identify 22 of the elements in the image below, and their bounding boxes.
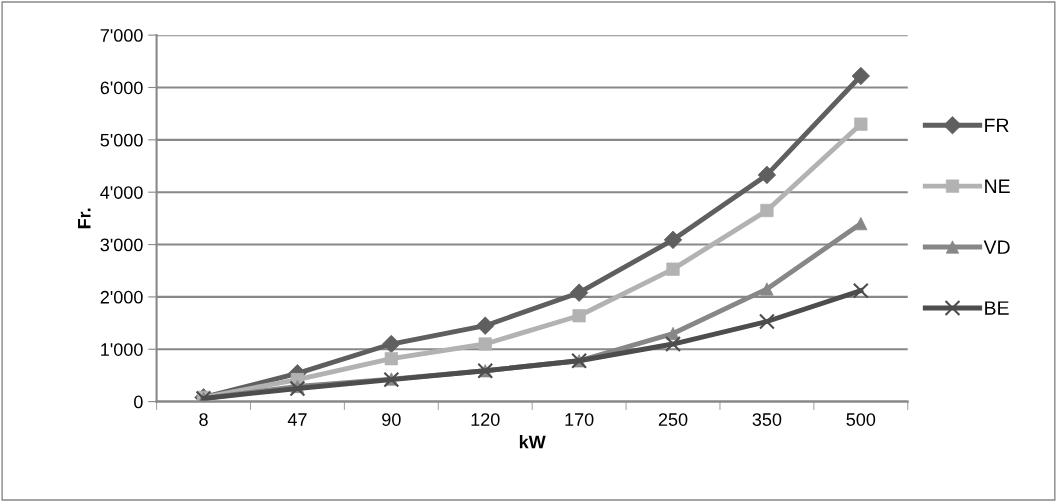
y-axis-title: Fr.	[78, 208, 91, 229]
x-tick-label: 350	[752, 413, 782, 426]
y-tick-label: 4'000	[100, 186, 143, 199]
y-tick-label: 1'000	[101, 343, 143, 356]
legend-label: NE	[985, 179, 1010, 193]
legend-label: BE	[985, 301, 1009, 315]
y-tick-label: 7'000	[100, 29, 143, 42]
y-tick-label: 0	[134, 395, 143, 409]
y-tick-label: 2'000	[100, 290, 143, 304]
x-tick-label: 90	[382, 413, 401, 426]
y-tick-label: 6'000	[100, 81, 143, 95]
x-tick-label: 250	[658, 413, 688, 426]
legend-label: FR	[985, 118, 1009, 133]
x-tick-label: 170	[565, 413, 594, 426]
legend-label: VD	[983, 240, 1010, 254]
x-tick-label: 500	[846, 413, 876, 426]
x-axis-title: kW	[519, 435, 546, 449]
y-tick-label: 3'000	[100, 238, 143, 252]
x-tick-label: 47	[287, 413, 307, 426]
x-tick-label: 8	[199, 413, 208, 426]
x-tick-label: 120	[471, 413, 500, 426]
y-tick-label: 5'000	[100, 133, 143, 147]
